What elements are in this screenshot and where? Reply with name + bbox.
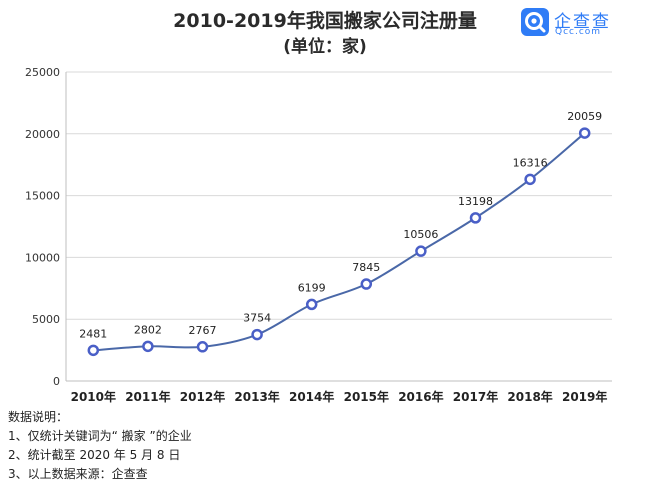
brand-logo-icon <box>521 8 549 36</box>
data-label: 6199 <box>298 281 326 294</box>
data-label: 3754 <box>243 312 271 325</box>
y-tick-label: 5000 <box>32 313 60 326</box>
data-point <box>142 340 154 353</box>
data-point <box>305 298 318 311</box>
data-point <box>415 245 427 257</box>
data-label: 2481 <box>79 327 107 340</box>
brand-url: Qcc.com <box>555 27 602 37</box>
data-label: 7845 <box>352 261 380 274</box>
data-point <box>469 212 482 224</box>
data-label: 2802 <box>134 323 162 336</box>
y-tick-label: 0 <box>53 375 60 388</box>
brand-name: 企查查 <box>554 12 611 32</box>
x-tick-label: 2019年 <box>562 389 607 404</box>
notes-heading: 数据说明： <box>8 410 69 424</box>
notes-item: 2、统计截至 2020 年 5 月 8 日 <box>8 448 181 462</box>
series-line <box>93 132 586 352</box>
data-point <box>251 328 263 341</box>
x-tick-label: 2010年 <box>71 389 116 404</box>
data-label: 2767 <box>189 324 217 337</box>
data-point <box>87 344 100 357</box>
y-tick-label: 10000 <box>25 251 60 264</box>
x-tick-label: 2012年 <box>180 389 225 404</box>
data-point <box>524 173 536 186</box>
x-tick-label: 2011年 <box>125 389 170 404</box>
data-point <box>578 127 591 139</box>
data-notes: 数据说明： 1、仅统计关键词为“ 搬家 ”的企业 2、统计截至 2020 年 5… <box>8 408 192 484</box>
data-label: 20059 <box>567 110 602 123</box>
chart-subtitle: (单位：家) <box>283 37 367 57</box>
data-label: 13198 <box>458 195 493 208</box>
data-label: 10506 <box>403 228 438 241</box>
y-tick-label: 20000 <box>25 128 60 141</box>
x-tick-label: 2015年 <box>344 389 389 404</box>
x-tick-label: 2016年 <box>398 389 443 404</box>
y-tick-label: 25000 <box>25 66 60 79</box>
data-point <box>196 341 209 353</box>
notes-item: 1、仅统计关键词为“ 搬家 ”的企业 <box>8 429 192 443</box>
data-point <box>360 278 373 290</box>
x-tick-label: 2017年 <box>453 389 498 404</box>
brand-logo: 企查查 Qcc.com <box>521 6 646 40</box>
x-tick-label: 2018年 <box>507 389 552 404</box>
x-tick-label: 2014年 <box>289 389 334 404</box>
data-label: 16316 <box>513 156 548 169</box>
x-tick-label: 2013年 <box>234 389 279 404</box>
chart-title: 2010-2019年我国搬家公司注册量 <box>173 10 477 32</box>
y-tick-label: 15000 <box>25 190 60 203</box>
notes-item: 3、以上数据来源：企查查 <box>8 467 148 481</box>
